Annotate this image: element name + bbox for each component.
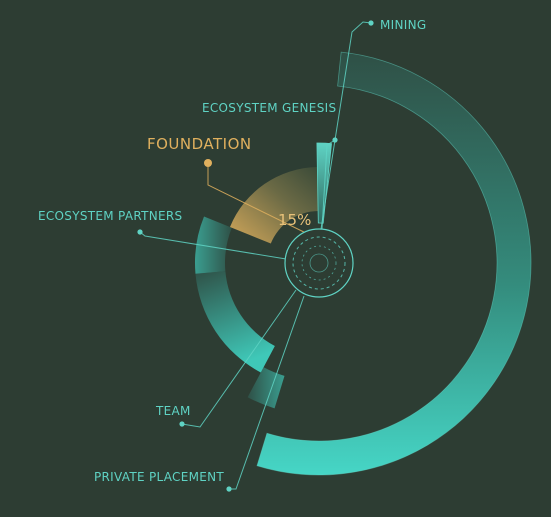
slices-layer	[195, 51, 532, 476]
label-private-placement: PRIVATE PLACEMENT	[94, 470, 232, 492]
slice-ecosystem-partners	[195, 216, 232, 274]
label-dot	[204, 159, 212, 167]
slice-label-mining: MINING	[380, 18, 426, 32]
leader-line	[321, 139, 336, 230]
label-foundation: FOUNDATION 15%	[147, 135, 311, 229]
label-dot	[179, 421, 185, 427]
label-ecosystem-genesis: ECOSYSTEM GENESIS	[202, 101, 338, 143]
label-dot	[226, 486, 232, 492]
label-ecosystem-partners: ECOSYSTEM PARTNERS	[38, 209, 182, 235]
leader-line	[181, 289, 297, 428]
slice-label-foundation: FOUNDATION	[147, 135, 252, 153]
label-dot	[368, 20, 374, 26]
slice-ecosystem-genesis	[316, 142, 332, 224]
slice-foundation	[229, 167, 319, 244]
slice-team	[195, 271, 275, 373]
slice-mining	[256, 51, 532, 476]
leader-line	[320, 21, 372, 230]
center-emblem	[284, 228, 354, 298]
label-team: TEAM	[155, 404, 191, 427]
label-mining: MINING	[368, 18, 426, 32]
foundation-percent-label: 15%	[278, 211, 311, 229]
slice-label-ecosystem-partners: ECOSYSTEM PARTNERS	[38, 209, 182, 223]
slice-label-team: TEAM	[155, 404, 191, 418]
label-dot	[137, 229, 143, 235]
slice-label-private-placement: PRIVATE PLACEMENT	[94, 470, 224, 484]
slice-label-ecosystem-genesis: ECOSYSTEM GENESIS	[202, 101, 336, 115]
label-dot	[332, 137, 338, 143]
leader-line	[207, 163, 313, 237]
